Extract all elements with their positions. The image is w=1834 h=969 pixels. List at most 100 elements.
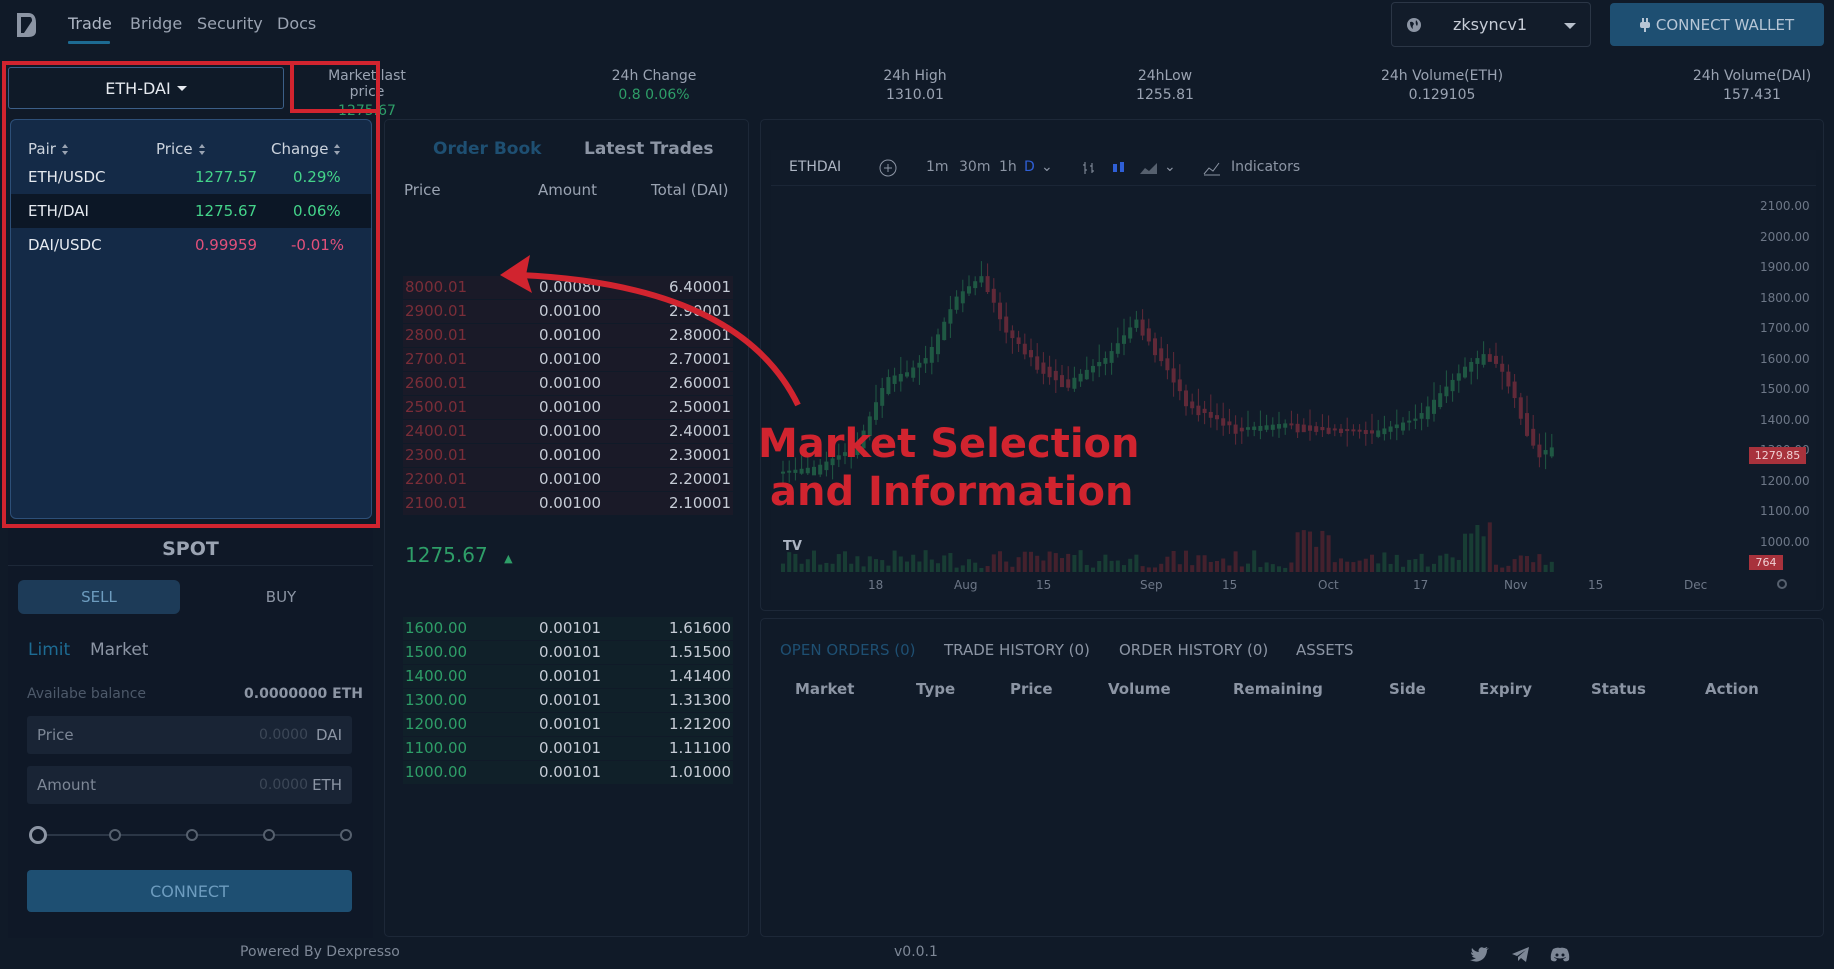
volume-bar <box>1177 564 1182 572</box>
pairs-header-pair[interactable]: Pair <box>28 140 68 158</box>
chevron-down-icon[interactable]: ⌄ <box>1164 159 1176 175</box>
ask-row[interactable]: 2300.01 0.00100 2.30001 <box>403 444 733 467</box>
candle <box>1258 425 1263 431</box>
add-symbol-icon[interactable] <box>879 159 897 177</box>
ask-row[interactable]: 2500.01 0.00100 2.50001 <box>403 396 733 419</box>
slider-handle[interactable] <box>29 826 47 844</box>
slider-step-25[interactable] <box>109 829 121 841</box>
indicators-button[interactable]: Indicators <box>1231 159 1301 175</box>
tab-assets[interactable]: ASSETS <box>1296 641 1354 659</box>
candle <box>1016 337 1021 344</box>
candle <box>1252 426 1257 430</box>
candle <box>967 286 971 294</box>
bid-row[interactable]: 1600.00 0.00101 1.61600 <box>403 617 733 640</box>
amount-field[interactable]: Amount 0.0000 ETH <box>27 766 352 804</box>
bid-row[interactable]: 1200.00 0.00101 1.21200 <box>403 713 733 736</box>
pair-row-eth-dai[interactable]: ETH/DAI 1275.67 0.06% <box>11 194 371 228</box>
ask-row[interactable]: 2800.01 0.00100 2.80001 <box>403 324 733 347</box>
nav-security[interactable]: Security <box>197 14 263 33</box>
candle <box>1128 327 1133 339</box>
candle <box>1543 450 1548 455</box>
ask-row[interactable]: 2700.01 0.00100 2.70001 <box>403 348 733 371</box>
powered-by: Powered By Dexpresso <box>240 944 400 960</box>
volume-bar <box>923 550 928 572</box>
bid-price: 1000.00 <box>405 763 468 781</box>
ask-price: 2800.01 <box>405 326 468 344</box>
price-tick: 1800.00 <box>1760 290 1810 305</box>
tab-order-book[interactable]: Order Book <box>433 139 542 159</box>
interval-d[interactable]: D <box>1024 159 1035 175</box>
interval-30m[interactable]: 30m <box>959 159 991 175</box>
buy-tab-button[interactable]: BUY <box>265 588 297 606</box>
indicators-icon[interactable] <box>1203 160 1221 176</box>
candle <box>979 276 984 283</box>
candle <box>1196 405 1201 416</box>
price-tick: 1700.00 <box>1760 321 1810 335</box>
nav-docs[interactable]: Docs <box>277 14 317 33</box>
volume-bar <box>781 563 785 572</box>
tab-open-orders[interactable]: OPEN ORDERS (0) <box>780 641 916 659</box>
ask-row[interactable]: 2900.01 0.00100 2.90001 <box>403 300 733 323</box>
ask-row[interactable]: 2400.01 0.00100 2.40001 <box>403 420 733 443</box>
slider-step-75[interactable] <box>263 829 275 841</box>
bid-row[interactable]: 1000.00 0.00101 1.01000 <box>403 761 733 784</box>
ask-row[interactable]: 2100.01 0.00100 2.10001 <box>403 492 733 515</box>
nav-bridge[interactable]: Bridge <box>130 14 183 33</box>
candle <box>1500 363 1505 372</box>
chevron-down-icon[interactable]: ⌄ <box>1041 159 1053 175</box>
volume-bar <box>1419 553 1424 572</box>
sell-tab-button[interactable]: SELL <box>18 580 180 614</box>
nav-active-indicator <box>68 41 110 44</box>
candles-icon[interactable] <box>1111 160 1127 176</box>
pairs-header-change[interactable]: Change <box>271 140 341 158</box>
chart-settings-gear-icon[interactable] <box>1775 577 1789 591</box>
slider-step-50[interactable] <box>186 829 198 841</box>
candle <box>1010 330 1015 339</box>
ask-row[interactable]: 2200.01 0.00100 2.20001 <box>403 468 733 491</box>
limit-tab[interactable]: Limit <box>28 640 71 660</box>
ask-row[interactable]: 2600.01 0.00100 2.60001 <box>403 372 733 395</box>
nav-trade[interactable]: Trade <box>68 14 112 33</box>
pairs-header-price[interactable]: Price <box>156 140 205 158</box>
pair-selector-button[interactable]: ETH-DAI <box>8 67 284 109</box>
time-tick: 15 <box>1588 578 1604 592</box>
pair-row-dai-usdc[interactable]: DAI/USDC 0.99959 -0.01% <box>28 236 345 254</box>
tab-latest-trades[interactable]: Latest Trades <box>584 139 714 159</box>
candle <box>1332 428 1337 431</box>
price-chart[interactable] <box>771 150 1816 600</box>
network-selector[interactable]: zksyncv1 <box>1391 2 1591 47</box>
bid-row[interactable]: 1500.00 0.00101 1.51500 <box>403 641 733 664</box>
candle <box>1029 350 1033 358</box>
candle <box>998 302 1002 320</box>
area-chart-icon[interactable] <box>1139 160 1159 176</box>
pair-row-eth-usdc[interactable]: ETH/USDC 1277.57 0.29% <box>28 168 341 186</box>
time-tick: Dec <box>1684 578 1708 592</box>
chart-symbol[interactable]: ETHDAI <box>789 159 842 175</box>
telegram-icon[interactable] <box>1512 947 1530 962</box>
connect-wallet-button[interactable]: CONNECT WALLET <box>1610 3 1824 46</box>
interval-1h[interactable]: 1h <box>999 159 1017 175</box>
twitter-icon[interactable] <box>1470 946 1490 962</box>
volume-bar <box>1097 560 1102 572</box>
volume-bar <box>886 565 891 572</box>
volume-bar <box>1339 558 1343 572</box>
interval-1m[interactable]: 1m <box>926 159 949 175</box>
connect-button[interactable]: CONNECT <box>27 870 352 912</box>
market-tab[interactable]: Market <box>90 640 149 660</box>
volume-bar <box>1066 553 1071 572</box>
tradingview-logo-icon[interactable]: TV <box>783 539 802 554</box>
discord-icon[interactable] <box>1550 947 1570 962</box>
candle <box>929 347 934 363</box>
tab-order-history[interactable]: ORDER HISTORY (0) <box>1119 641 1269 659</box>
volume-bar <box>1376 563 1381 572</box>
slider-step-100[interactable] <box>340 829 352 841</box>
bid-row[interactable]: 1400.00 0.00101 1.41400 <box>403 665 733 688</box>
tab-trade-history[interactable]: TRADE HISTORY (0) <box>944 641 1090 659</box>
dexpresso-logo-icon[interactable] <box>14 11 38 39</box>
price-field[interactable]: Price 0.0000 DAI <box>27 716 352 754</box>
bar-chart-icon[interactable] <box>1081 160 1097 176</box>
candle <box>1549 447 1554 457</box>
bid-row[interactable]: 1300.00 0.00101 1.31300 <box>403 689 733 712</box>
bid-row[interactable]: 1100.00 0.00101 1.11100 <box>403 737 733 760</box>
volume-bar <box>1332 562 1337 572</box>
